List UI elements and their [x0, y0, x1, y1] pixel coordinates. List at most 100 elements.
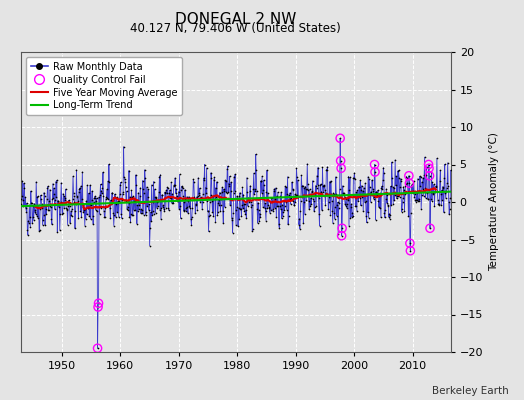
Point	[332, 174, 340, 180]
Point	[227, 179, 235, 186]
Point	[427, 189, 435, 195]
Point	[427, 196, 435, 202]
Point	[336, 135, 344, 142]
Point	[132, 172, 140, 178]
Point	[84, 190, 93, 196]
Point	[302, 186, 311, 192]
Point	[424, 196, 432, 202]
Point	[17, 196, 25, 202]
Point	[199, 190, 208, 197]
Point	[152, 195, 160, 201]
Point	[276, 203, 284, 209]
Point	[204, 208, 212, 214]
Point	[43, 185, 52, 191]
Point	[96, 181, 105, 188]
Point	[91, 194, 99, 201]
Point	[337, 165, 345, 172]
Point	[212, 184, 220, 191]
Point	[101, 214, 109, 221]
Point	[115, 198, 123, 205]
Point	[301, 211, 309, 217]
Point	[245, 198, 254, 205]
Point	[444, 183, 452, 190]
Point	[222, 178, 231, 184]
Y-axis label: Temperature Anomaly (°C): Temperature Anomaly (°C)	[489, 132, 499, 272]
Point	[441, 161, 449, 168]
Point	[178, 184, 186, 191]
Point	[55, 200, 63, 206]
Point	[59, 210, 67, 216]
Point	[263, 189, 271, 195]
Point	[325, 194, 334, 200]
Point	[319, 183, 327, 189]
Point	[209, 193, 217, 200]
Point	[411, 198, 420, 205]
Point	[145, 207, 153, 213]
Point	[223, 189, 231, 196]
Point	[187, 221, 195, 228]
Point	[370, 194, 378, 200]
Point	[161, 189, 169, 195]
Point	[297, 198, 305, 204]
Point	[134, 190, 143, 196]
Point	[104, 178, 112, 184]
Point	[103, 195, 112, 201]
Point	[210, 174, 219, 180]
Point	[406, 240, 414, 246]
Point	[115, 191, 124, 197]
Point	[93, 208, 101, 214]
Point	[78, 196, 86, 202]
Point	[333, 212, 341, 219]
Point	[255, 206, 263, 213]
Point	[306, 203, 314, 209]
Point	[423, 190, 431, 196]
Point	[152, 194, 161, 200]
Point	[314, 195, 323, 202]
Point	[149, 178, 158, 185]
Point	[329, 220, 337, 226]
Point	[75, 185, 84, 191]
Point	[375, 204, 383, 210]
Point	[291, 199, 300, 205]
Point	[393, 193, 401, 199]
Point	[208, 198, 216, 204]
Point	[184, 197, 193, 204]
Point	[122, 198, 130, 204]
Point	[303, 161, 311, 167]
Point	[37, 201, 46, 207]
Point	[143, 184, 151, 190]
Point	[417, 206, 425, 212]
Point	[277, 189, 286, 196]
Point	[70, 193, 78, 200]
Point	[156, 172, 165, 178]
Point	[281, 199, 290, 205]
Point	[60, 193, 68, 199]
Point	[177, 187, 185, 193]
Point	[244, 202, 252, 209]
Point	[88, 196, 96, 203]
Point	[255, 218, 264, 224]
Point	[171, 175, 179, 181]
Point	[343, 205, 351, 211]
Point	[102, 194, 111, 201]
Point	[58, 211, 67, 218]
Point	[413, 197, 421, 203]
Point	[419, 193, 428, 199]
Point	[368, 177, 376, 183]
Point	[27, 200, 36, 206]
Point	[192, 201, 200, 207]
Point	[270, 188, 278, 194]
Point	[357, 182, 366, 189]
Point	[373, 193, 381, 200]
Point	[131, 207, 139, 213]
Point	[230, 190, 238, 196]
Point	[61, 186, 70, 192]
Point	[81, 205, 90, 212]
Point	[227, 214, 236, 221]
Point	[435, 202, 443, 208]
Point	[370, 161, 379, 168]
Point	[248, 225, 257, 232]
Point	[90, 195, 99, 201]
Point	[47, 204, 55, 210]
Point	[83, 205, 92, 211]
